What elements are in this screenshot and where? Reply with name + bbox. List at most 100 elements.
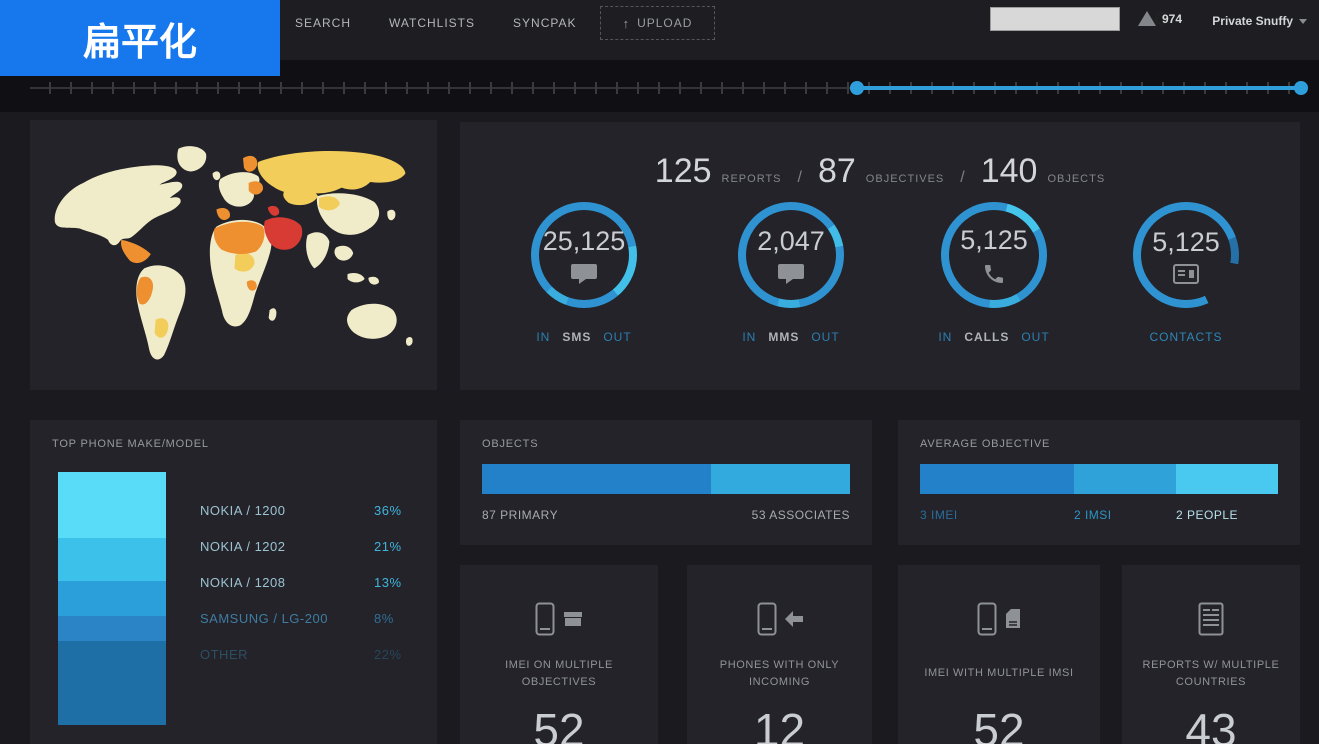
reports-label: REPORTS (721, 173, 782, 185)
reports-count: 125 (654, 152, 712, 190)
primary-segment (482, 464, 711, 494)
separator: / (797, 169, 802, 186)
mms-gauge-ring: 2,047 (738, 202, 844, 308)
model-label: NOKIA / 1208 (200, 574, 286, 590)
mms-out-label: OUT (811, 330, 840, 344)
search-input[interactable] (991, 8, 1154, 30)
model-label: NOKIA / 1200 (200, 502, 286, 518)
arrow-left-icon (784, 610, 803, 632)
phone-icon (977, 602, 997, 641)
card-value: 52 (973, 704, 1025, 744)
model-pct: 36% (374, 502, 402, 518)
objects-label: OBJECTS (1047, 173, 1106, 185)
sms-gauge: 25,125 IN SMS OUT (509, 202, 659, 344)
top-phone-panel: TOP PHONE MAKE/MODEL NOKIA / 1200 36% NO… (30, 420, 437, 744)
mms-label: MMS (768, 330, 800, 344)
list-item: NOKIA / 1202 21% (200, 528, 432, 564)
card-value: 52 (533, 704, 585, 744)
average-objective-bar (920, 464, 1278, 494)
timeline-selected-range[interactable] (850, 81, 1308, 95)
timeline-ticks (30, 82, 1305, 94)
contacts-total: 5,125 (1152, 226, 1220, 257)
calls-gauge-ring: 5,125 (941, 202, 1047, 308)
sms-in-label: IN (536, 330, 551, 344)
search-box[interactable] (990, 7, 1168, 31)
contacts-gauge: 5,125 CONTACTS (1111, 202, 1261, 344)
alerts-indicator[interactable]: 974 (1138, 11, 1182, 26)
calls-total: 5,125 (960, 224, 1028, 255)
card-label: IMEI WITH MULTIPLE IMSI (924, 667, 1074, 680)
people-segment (1175, 464, 1278, 494)
sms-label: SMS (562, 330, 592, 344)
world-map-panel (30, 120, 437, 390)
nav-item-search[interactable]: SEARCH (295, 16, 352, 30)
summary-stats: 125 REPORTS / 87 OBJECTIVES / 140 OBJECT… (460, 152, 1300, 191)
stat-card-imei-objectives: IMEI ON MULTIPLE OBJECTIVES 52 (460, 565, 658, 744)
sms-gauge-ring: 25,125 (531, 202, 637, 308)
calls-out-label: OUT (1021, 330, 1050, 344)
phone-model-list: NOKIA / 1200 36% NOKIA / 1202 21% NOKIA … (200, 492, 432, 672)
objectives-count: 87 (817, 152, 856, 190)
stat-card-incoming-only: PHONES WITH ONLY INCOMING 12 (687, 565, 872, 744)
imei-label: 3 IMEI (920, 508, 958, 522)
objects-title: OBJECTS (482, 438, 539, 450)
nav-item-watchlists[interactable]: WATCHLISTS (389, 16, 476, 30)
chevron-down-icon (1299, 18, 1307, 24)
associates-label: 53 ASSOCIATES (751, 508, 850, 522)
user-name: Private Snuffy (1212, 14, 1293, 28)
card-label: PHONES WITH ONLY INCOMING (719, 659, 840, 689)
bar-segment-other (58, 641, 166, 725)
sms-total: 25,125 (542, 225, 626, 256)
report-doc-icon (1198, 602, 1224, 641)
phone-icon (535, 602, 555, 641)
calls-gauge: 5,125 IN CALLS OUT (919, 202, 1069, 344)
objects-panel: OBJECTS 87 PRIMARY 53 ASSOCIATES (460, 420, 872, 545)
people-label: 2 PEOPLE (1175, 508, 1238, 522)
model-label: SAMSUNG / LG-200 (200, 610, 328, 626)
list-item: SAMSUNG / LG-200 8% (200, 600, 432, 636)
objects-bar (482, 464, 850, 494)
bar-segment-samsung (58, 616, 166, 642)
calls-phone-icon (982, 262, 1006, 286)
mms-total: 2,047 (757, 225, 825, 256)
model-pct: 21% (374, 538, 402, 554)
upload-label: UPLOAD (637, 16, 693, 30)
primary-label: 87 PRIMARY (482, 508, 559, 522)
stat-card-multi-country-reports: REPORTS W/ MULTIPLE COUNTRIES 43 (1122, 565, 1300, 744)
model-label: NOKIA / 1202 (200, 538, 286, 554)
list-item: NOKIA / 1200 36% (200, 492, 432, 528)
card-label: IMEI ON MULTIPLE OBJECTIVES (505, 659, 613, 689)
average-objective-panel: AVERAGE OBJECTIVE 3 IMEI 2 IMSI 2 PEOPLE (898, 420, 1300, 545)
sms-out-label: OUT (603, 330, 632, 344)
average-objective-labels: 3 IMEI 2 IMSI 2 PEOPLE (920, 508, 1278, 524)
bar-segment-nokia-1202 (58, 537, 166, 581)
sim-card-icon (1005, 608, 1021, 634)
upload-button[interactable]: ↑ UPLOAD (600, 6, 715, 40)
warning-triangle-icon (1138, 11, 1156, 26)
main-nav: SEARCH WATCHLISTS SYNCPAK (295, 16, 577, 30)
objectives-label: OBJECTIVES (865, 173, 945, 185)
phone-icon (757, 602, 777, 641)
nav-item-syncpak[interactable]: SYNCPAK (513, 16, 577, 30)
contacts-gauge-ring: 5,125 (1133, 202, 1239, 308)
mms-bubble-icon (777, 263, 805, 285)
imei-segment (920, 464, 1074, 494)
box-icon (563, 611, 583, 632)
communications-summary-panel: 125 REPORTS / 87 OBJECTIVES / 140 OBJECT… (460, 122, 1300, 390)
world-map (54, 146, 413, 360)
card-value: 43 (1185, 704, 1237, 744)
card-label: REPORTS W/ MULTIPLE COUNTRIES (1142, 659, 1280, 689)
alerts-count: 974 (1162, 11, 1183, 26)
stat-card-multiple-imsi: IMEI WITH MULTIPLE IMSI 52 (898, 565, 1100, 744)
top-phone-title: TOP PHONE MAKE/MODEL (52, 438, 209, 450)
user-menu[interactable]: Private Snuffy (1212, 14, 1307, 28)
search-icon[interactable] (1154, 11, 1170, 27)
list-item: NOKIA / 1208 13% (200, 564, 432, 600)
card-value: 12 (753, 704, 806, 744)
mms-gauge: 2,047 IN MMS OUT (716, 202, 866, 344)
annotation-badge: 扁平化 (0, 0, 280, 76)
timeline-track[interactable] (30, 81, 1308, 95)
list-item: OTHER 22% (200, 636, 432, 672)
phone-stacked-bar (58, 472, 166, 725)
contacts-card-icon (1173, 263, 1199, 284)
